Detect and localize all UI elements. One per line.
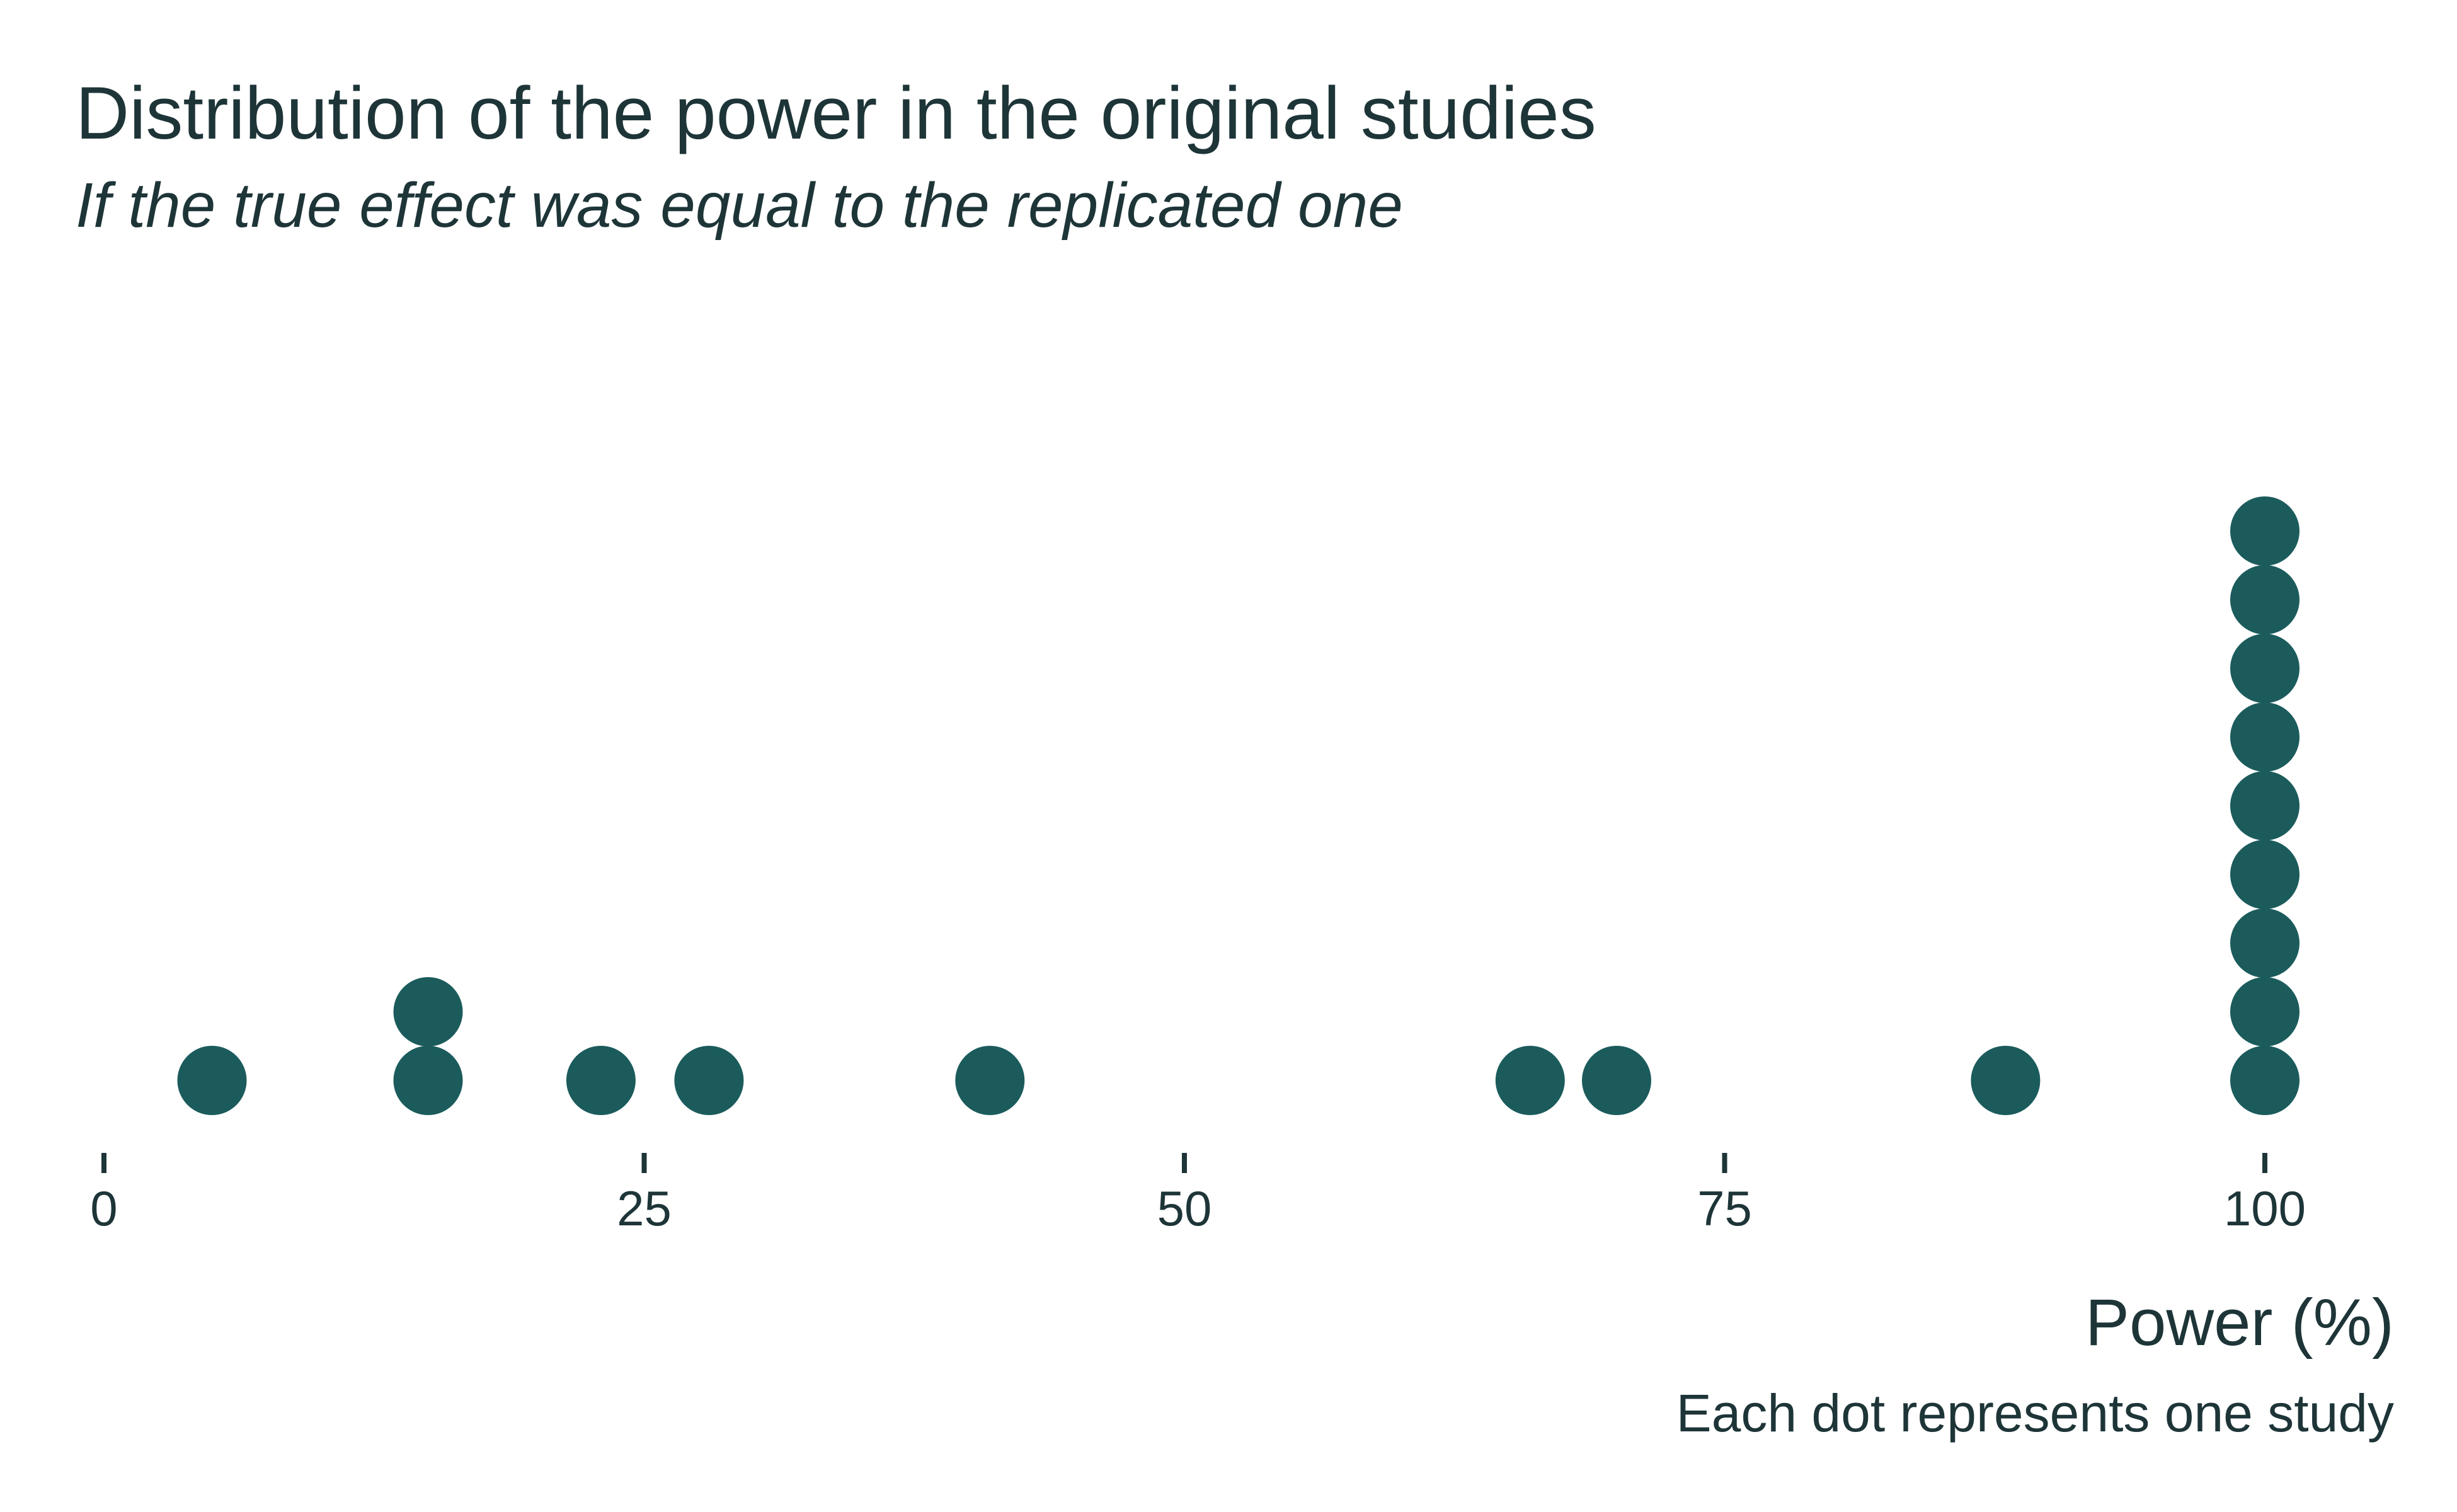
study-dot bbox=[2230, 496, 2300, 566]
x-tick-label: 50 bbox=[1157, 1181, 1212, 1236]
study-dot bbox=[2230, 771, 2300, 840]
x-tick-label: 100 bbox=[2224, 1181, 2306, 1236]
study-dot bbox=[955, 1046, 1025, 1115]
study-dot bbox=[2230, 1046, 2300, 1115]
chart-caption: Each dot represents one study bbox=[1676, 1383, 2394, 1443]
study-dot bbox=[1582, 1046, 1651, 1115]
study-dot bbox=[566, 1046, 636, 1115]
x-axis-title: Power (%) bbox=[2085, 1286, 2394, 1360]
study-dot bbox=[177, 1046, 247, 1115]
x-axis: 0 25 50 75 100 bbox=[90, 1153, 2306, 1236]
dots-layer bbox=[177, 496, 2300, 1115]
chart-subtitle: If the true effect was equal to the repl… bbox=[76, 170, 1403, 241]
study-dot bbox=[2230, 840, 2300, 909]
study-dot bbox=[1971, 1046, 2041, 1115]
study-dot bbox=[2230, 565, 2300, 634]
study-dot bbox=[2230, 702, 2300, 772]
study-dot bbox=[2230, 908, 2300, 978]
study-dot bbox=[393, 1046, 463, 1115]
study-dot bbox=[393, 977, 463, 1046]
x-tick-label: 25 bbox=[617, 1181, 672, 1236]
study-dot bbox=[2230, 977, 2300, 1046]
x-tick-label: 75 bbox=[1697, 1181, 1752, 1236]
study-dot bbox=[2230, 634, 2300, 703]
study-dot bbox=[674, 1046, 744, 1115]
study-dot bbox=[1495, 1046, 1565, 1115]
x-tick-label: 0 bbox=[90, 1181, 117, 1236]
chart-title: Distribution of the power in the origina… bbox=[76, 72, 1596, 155]
